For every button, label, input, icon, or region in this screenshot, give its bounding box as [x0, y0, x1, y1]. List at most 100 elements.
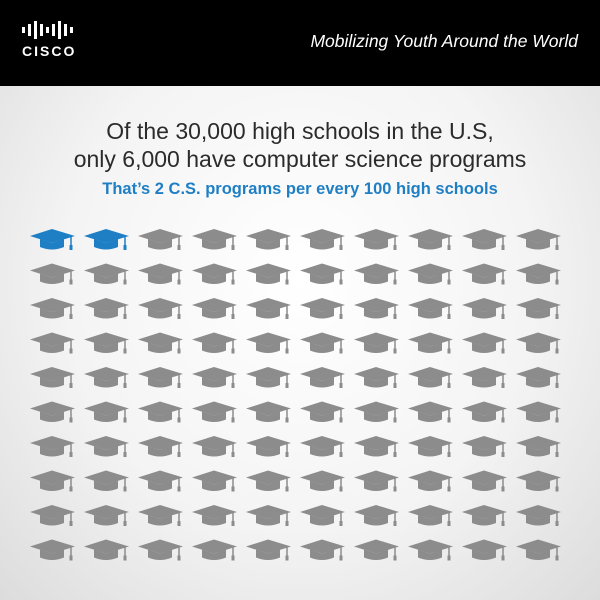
graduation-cap-icon — [30, 505, 75, 526]
graduation-cap-icon — [354, 298, 399, 319]
graduation-cap-icon — [192, 263, 237, 285]
graduation-cap-icon — [300, 436, 345, 457]
graduation-cap-icon — [408, 263, 453, 285]
graduation-cap-icon — [192, 298, 237, 319]
graduation-cap-icon — [516, 229, 561, 250]
graduation-cap-icon — [354, 470, 399, 492]
graduation-cap-icon — [84, 470, 129, 492]
graduation-cap-icon — [516, 505, 561, 526]
graduation-cap-icon — [84, 539, 129, 561]
graduation-cap-icon — [408, 539, 453, 561]
graduation-cap-icon — [354, 367, 399, 388]
graduation-cap-icon — [462, 367, 507, 388]
graduation-cap-icon — [462, 470, 507, 492]
graduation-cap-icon — [30, 332, 75, 354]
graduation-cap-icon — [408, 505, 453, 526]
graduation-cap-icon — [300, 298, 345, 319]
graduation-cap-icon — [300, 401, 345, 423]
graduation-cap-icon — [192, 229, 237, 250]
graduation-cap-icon — [30, 436, 75, 457]
graduation-cap-icon — [462, 263, 507, 285]
cisco-bars-icon — [22, 20, 78, 40]
graduation-cap-icon — [246, 505, 291, 526]
graduation-cap-icon — [516, 436, 561, 457]
graduation-cap-icon — [408, 367, 453, 388]
graduation-cap-icon — [516, 332, 561, 354]
graduation-cap-icon — [84, 505, 129, 526]
graduation-cap-icon — [246, 539, 291, 561]
graduation-cap-icon — [30, 263, 75, 285]
graduation-cap-icon — [300, 470, 345, 492]
graduation-cap-icon — [30, 470, 75, 492]
graduation-cap-icon — [300, 539, 345, 561]
header-bar: CISCO Mobilizing Youth Around the World — [0, 0, 600, 86]
graduation-cap-icon — [300, 263, 345, 285]
graduation-cap-icon — [408, 229, 453, 250]
graduation-cap-icon — [138, 436, 183, 457]
graduation-cap-icon — [30, 298, 75, 319]
graduation-cap-icon — [84, 298, 129, 319]
graduation-cap-icon — [138, 401, 183, 423]
logo-wordmark: CISCO — [22, 43, 77, 59]
graduation-cap-icon — [354, 505, 399, 526]
graduation-cap-icon — [84, 263, 129, 285]
graduation-cap-icon — [300, 229, 345, 250]
header-tagline: Mobilizing Youth Around the World — [310, 31, 578, 51]
cisco-logo: CISCO — [22, 20, 78, 64]
graduation-cap-icon — [138, 263, 183, 285]
graduation-cap-icon — [300, 332, 345, 354]
graduation-cap-icon — [138, 229, 183, 250]
graduation-cap-icon — [462, 401, 507, 423]
graduation-cap-icon — [462, 298, 507, 319]
graduation-cap-icon — [354, 436, 399, 457]
graduation-cap-icon — [246, 298, 291, 319]
graduation-cap-icon — [246, 229, 291, 250]
graduation-cap-icon — [516, 263, 561, 285]
graduation-cap-icon — [246, 470, 291, 492]
graduation-cap-icon — [138, 298, 183, 319]
graduation-cap-icon — [192, 401, 237, 423]
graduation-cap-icon — [408, 436, 453, 457]
graduation-cap-icon — [462, 539, 507, 561]
graduation-cap-icon — [138, 539, 183, 561]
graduation-cap-icon — [516, 367, 561, 388]
graduation-cap-icon — [30, 229, 75, 250]
graduation-cap-icon — [300, 367, 345, 388]
graduation-cap-icon — [354, 263, 399, 285]
graduation-cap-icon — [138, 367, 183, 388]
headline: Of the 30,000 high schools in the U.S, o… — [0, 117, 600, 173]
graduation-cap-icon — [516, 298, 561, 319]
graduation-cap-icon — [30, 539, 75, 561]
graduation-cap-icon — [30, 401, 75, 423]
graduation-cap-icon — [192, 470, 237, 492]
graduation-cap-icon — [192, 367, 237, 388]
graduation-cap-icon — [354, 401, 399, 423]
graduation-cap-icon — [354, 539, 399, 561]
graduation-cap-icon — [246, 263, 291, 285]
headline-line-2: only 6,000 have computer science program… — [73, 146, 527, 172]
graduation-cap-icon — [192, 539, 237, 561]
graduation-cap-icon — [462, 505, 507, 526]
graduation-cap-icon — [408, 332, 453, 354]
graduation-cap-icon — [84, 436, 129, 457]
graduation-cap-icon — [354, 332, 399, 354]
graduation-cap-icon — [84, 229, 129, 250]
graduation-cap-icon — [192, 505, 237, 526]
graduation-cap-icon — [138, 505, 183, 526]
graduation-cap-icon — [138, 332, 183, 354]
graduation-cap-icon — [246, 436, 291, 457]
graduation-cap-icon — [246, 401, 291, 423]
graduation-cap-icon — [84, 401, 129, 423]
graduation-cap-icon — [300, 505, 345, 526]
graduation-cap-icon — [192, 436, 237, 457]
graduation-cap-icon — [516, 470, 561, 492]
graduation-cap-grid — [30, 229, 561, 561]
subheadline: That’s 2 C.S. programs per every 100 hig… — [102, 180, 498, 198]
graduation-cap-icon — [84, 332, 129, 354]
graduation-cap-icon — [84, 367, 129, 388]
graduation-cap-icon — [354, 229, 399, 250]
graduation-cap-icon — [516, 401, 561, 423]
graduation-cap-icon — [246, 332, 291, 354]
graduation-cap-icon — [408, 470, 453, 492]
headline-line-1: Of the 30,000 high schools in the U.S, — [106, 118, 494, 144]
